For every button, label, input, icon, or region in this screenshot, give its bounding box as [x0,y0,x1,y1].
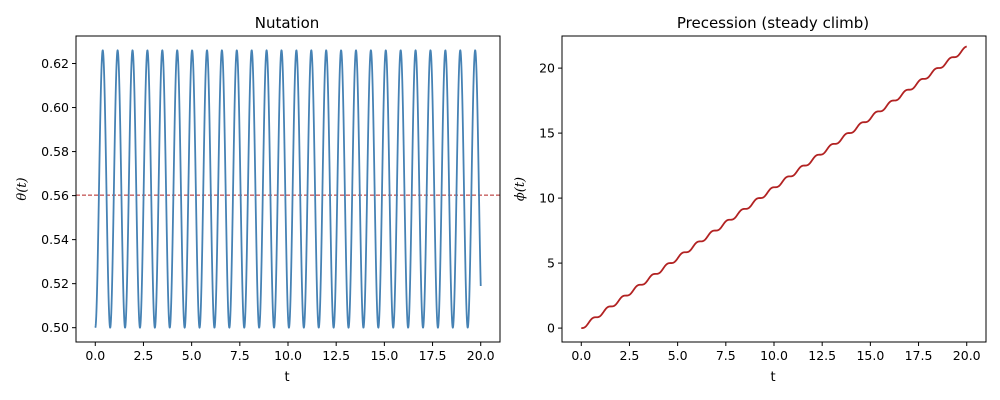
precession-chart: Precession (steady climb) 0.0 2.5 5.0 7.5 10… [513,14,987,385]
chart-title: Nutation [255,14,320,32]
y-axis-label: θ(t) [15,177,30,200]
y-tick-label: 0.62 [41,56,69,71]
y-axis-ticks: 0 5 10 15 20 [539,61,562,336]
x-axis-ticks: 0.0 2.5 5.0 7.5 10.0 12.5 15.0 17.5 20.0 [571,342,981,363]
plot-area [580,45,968,329]
x-axis-label: t [284,370,289,385]
plot-area [76,49,500,329]
x-tick-label: 5.0 [668,348,688,363]
x-tick-label: 15.0 [856,348,884,363]
y-tick-label: 10 [539,191,555,206]
y-tick-label: 0.58 [41,144,69,159]
x-tick-label: 2.5 [134,348,154,363]
y-axis-label: ϕ(t) [513,177,528,201]
chart-title: Precession (steady climb) [677,14,869,32]
y-tick-label: 0.54 [41,232,69,247]
x-tick-label: 0.0 [571,348,591,363]
series-line [580,45,968,329]
series-line [94,49,482,329]
y-axis-ticks: 0.50 0.52 0.54 0.56 0.58 0.60 0.62 [41,56,76,335]
x-tick-label: 0.0 [85,348,105,363]
x-axis-label: t [770,370,775,385]
x-tick-label: 20.0 [467,348,495,363]
x-tick-label: 2.5 [620,348,640,363]
y-tick-label: 0.50 [41,320,69,335]
x-tick-label: 17.5 [905,348,933,363]
x-tick-label: 15.0 [370,348,398,363]
x-tick-label: 10.0 [760,348,788,363]
x-tick-label: 12.5 [322,348,350,363]
x-tick-label: 17.5 [419,348,447,363]
nutation-chart: Nutation 0.0 2.5 5.0 7.5 10.0 12.5 15.0 17.5 20.… [15,14,501,385]
y-tick-label: 0.52 [41,276,69,291]
y-tick-label: 0.56 [41,188,69,203]
x-tick-label: 10.0 [274,348,302,363]
y-tick-label: 0 [547,321,555,336]
y-tick-label: 5 [547,256,555,271]
y-tick-label: 15 [539,126,555,141]
y-tick-label: 0.60 [41,100,69,115]
x-tick-label: 7.5 [230,348,250,363]
x-tick-label: 5.0 [182,348,202,363]
x-tick-label: 20.0 [953,348,981,363]
x-axis-ticks: 0.0 2.5 5.0 7.5 10.0 12.5 15.0 17.5 20.0 [85,342,495,363]
x-tick-label: 12.5 [808,348,836,363]
x-tick-label: 7.5 [716,348,736,363]
y-tick-label: 20 [539,61,555,76]
